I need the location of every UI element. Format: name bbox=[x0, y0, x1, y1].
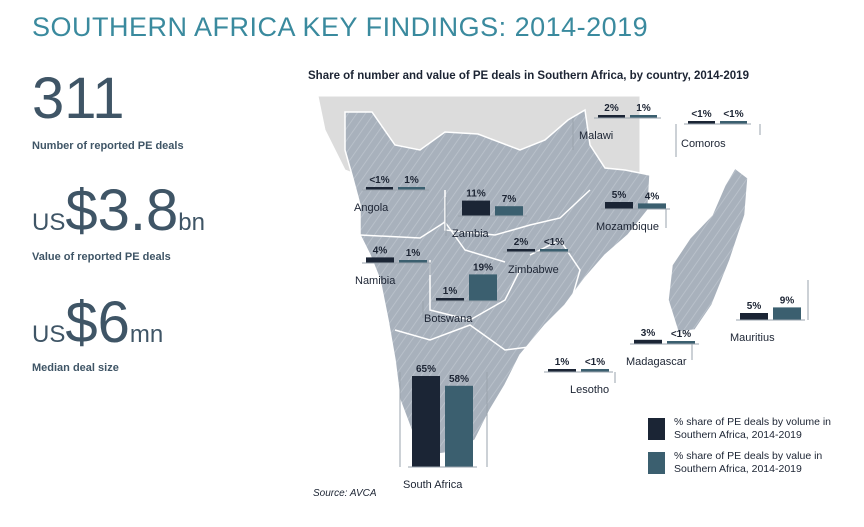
map-southern-africa bbox=[344, 108, 651, 456]
legend-swatch-value bbox=[648, 452, 665, 474]
bar-volume-botswana bbox=[436, 298, 464, 301]
bar-volume-comoros bbox=[688, 121, 715, 124]
data-label-volume-zimbabwe: 2% bbox=[514, 237, 529, 248]
data-label-value-namibia: 1% bbox=[406, 248, 421, 259]
data-label-value-madagascar: <1% bbox=[671, 329, 691, 340]
bar-volume-namibia bbox=[366, 257, 394, 263]
map-madagascar bbox=[667, 166, 749, 333]
bar-volume-zambia bbox=[462, 200, 490, 216]
chart-title: Share of number and value of PE deals in… bbox=[308, 70, 749, 82]
legend-label-volume: % share of PE deals by volume in Souther… bbox=[674, 416, 831, 441]
data-label-volume-botswana: 1% bbox=[443, 286, 458, 297]
bar-value-botswana bbox=[469, 274, 497, 301]
legend-label-value: % share of PE deals by value in Southern… bbox=[674, 450, 823, 475]
data-label-volume-south-africa: 65% bbox=[416, 364, 436, 375]
data-label-value-angola: 1% bbox=[404, 175, 419, 186]
country-label-malawi: Malawi bbox=[579, 130, 613, 142]
stat-deal-count-label: Number of reported PE deals bbox=[32, 140, 184, 152]
bar-value-namibia bbox=[399, 260, 427, 263]
bar-value-madagascar bbox=[667, 341, 695, 344]
bar-volume-south-africa bbox=[412, 376, 440, 467]
page-title: SOUTHERN AFRICA KEY FINDINGS: 2014-2019 bbox=[32, 12, 649, 42]
data-label-volume-namibia: 4% bbox=[373, 245, 388, 256]
country-label-zambia: Zambia bbox=[452, 228, 490, 240]
bar-volume-zimbabwe bbox=[507, 249, 535, 252]
country-label-zimbabwe: Zimbabwe bbox=[508, 264, 559, 276]
source-note: Source: AVCA bbox=[313, 488, 377, 499]
bar-value-south-africa bbox=[445, 385, 473, 467]
stat-median-deal-label: Median deal size bbox=[32, 362, 119, 374]
bar-volume-mauritius bbox=[740, 313, 768, 320]
country-label-mozambique: Mozambique bbox=[596, 221, 659, 233]
stat-deal-value: US$3.8bn bbox=[32, 182, 205, 252]
data-label-volume-angola: <1% bbox=[369, 175, 389, 186]
country-label-mauritius: Mauritius bbox=[730, 332, 775, 344]
country-label-comoros: Comoros bbox=[681, 138, 726, 150]
bar-value-comoros bbox=[720, 121, 747, 124]
stat-median-deal-prefix: US bbox=[32, 321, 66, 348]
data-label-value-zambia: 7% bbox=[502, 194, 517, 205]
data-label-volume-lesotho: 1% bbox=[555, 357, 570, 368]
stat-deal-count-value: 311 bbox=[32, 66, 125, 131]
data-label-volume-zambia: 11% bbox=[466, 189, 486, 200]
country-label-lesotho: Lesotho bbox=[570, 384, 609, 396]
chart-bars bbox=[366, 115, 801, 467]
bar-value-angola bbox=[398, 187, 425, 190]
data-label-volume-madagascar: 3% bbox=[641, 328, 656, 339]
stat-deal-value-suffix: bn bbox=[178, 209, 205, 236]
stat-deal-value-value: $3.8 bbox=[65, 178, 179, 243]
bar-volume-mozambique bbox=[605, 202, 633, 209]
bar-volume-angola bbox=[366, 187, 393, 190]
country-label-namibia: Namibia bbox=[355, 275, 396, 287]
data-label-volume-mozambique: 5% bbox=[612, 190, 627, 201]
bar-volume-lesotho bbox=[548, 369, 576, 372]
data-label-volume-mauritius: 5% bbox=[747, 301, 762, 312]
country-label-south-africa: South Africa bbox=[403, 479, 463, 491]
bar-value-malawi bbox=[630, 115, 657, 118]
bar-value-lesotho bbox=[581, 369, 609, 372]
stat-median-deal-value: $6 bbox=[65, 290, 130, 355]
stat-deal-count: 311 bbox=[32, 70, 124, 128]
stat-deal-value-label: Value of reported PE deals bbox=[32, 251, 171, 263]
bar-volume-madagascar bbox=[634, 339, 662, 344]
country-label-madagascar: Madagascar bbox=[626, 356, 687, 368]
country-label-angola: Angola bbox=[354, 202, 389, 214]
data-label-value-south-africa: 58% bbox=[449, 374, 469, 385]
data-label-value-lesotho: <1% bbox=[585, 357, 605, 368]
data-label-value-mauritius: 9% bbox=[780, 295, 795, 306]
stat-median-deal: US$6mn bbox=[32, 294, 163, 364]
chart-leader-lines bbox=[362, 117, 809, 468]
data-label-value-mozambique: 4% bbox=[645, 191, 660, 202]
stat-median-deal-suffix: mn bbox=[129, 321, 164, 348]
data-label-value-zimbabwe: <1% bbox=[544, 237, 564, 248]
bar-value-zambia bbox=[495, 206, 523, 216]
country-label-botswana: Botswana bbox=[424, 313, 473, 325]
data-label-value-botswana: 19% bbox=[473, 262, 493, 273]
bar-volume-malawi bbox=[598, 115, 625, 118]
data-label-value-comoros: <1% bbox=[723, 109, 743, 120]
data-label-value-malawi: 1% bbox=[636, 103, 651, 114]
bar-value-mauritius bbox=[773, 307, 801, 320]
data-label-volume-malawi: 2% bbox=[604, 103, 619, 114]
bar-value-mozambique bbox=[638, 203, 666, 209]
chart-labels: 2% 1% Malawi <1% <1% Comoros <1% 1% Angola 11% 7% Z… bbox=[354, 103, 794, 491]
map-borders bbox=[359, 189, 591, 351]
bar-value-zimbabwe bbox=[540, 249, 568, 252]
legend-swatch-volume bbox=[648, 418, 665, 440]
stat-deal-value-prefix: US bbox=[32, 209, 66, 236]
data-label-volume-comoros: <1% bbox=[691, 109, 711, 120]
